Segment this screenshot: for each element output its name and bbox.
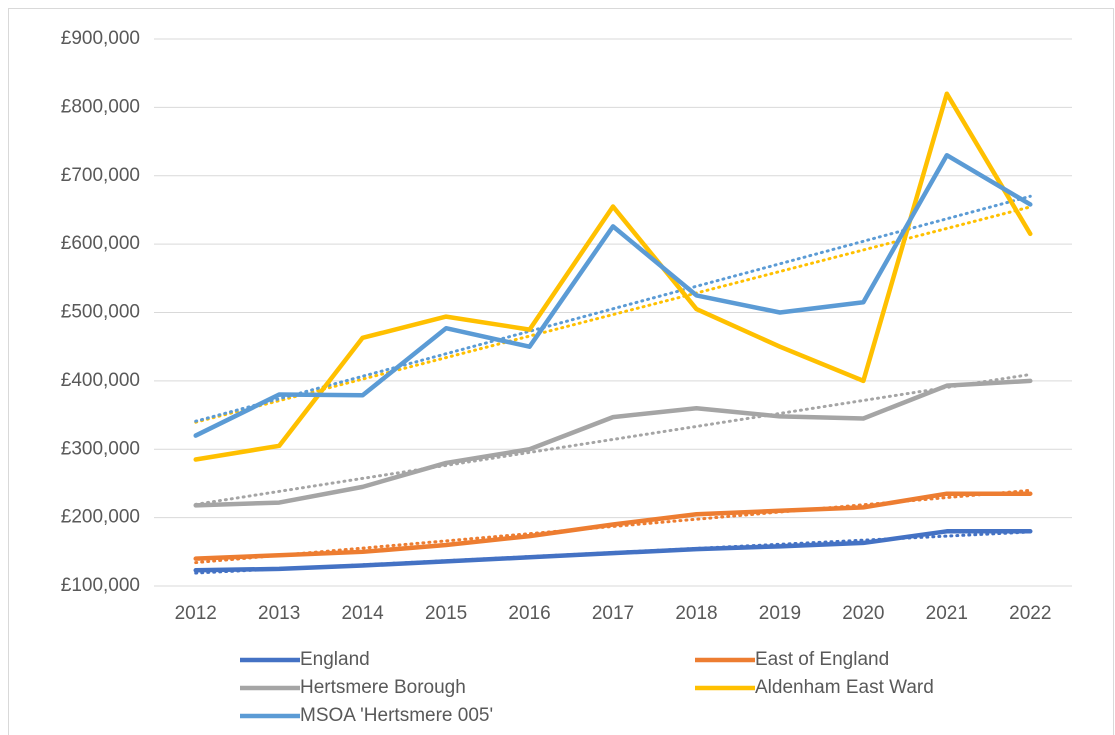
y-tick-label: £300,000 (61, 438, 140, 459)
x-tick-label: 2016 (508, 603, 550, 624)
x-tick-label: 2019 (759, 603, 801, 624)
legend-label: MSOA 'Hertsmere 005' (300, 705, 493, 726)
chart-border (8, 8, 1114, 735)
series-line (193, 378, 1033, 508)
x-tick-label: 2012 (175, 603, 217, 624)
x-tick-label: 2022 (1009, 603, 1051, 624)
legend-label: England (300, 649, 370, 670)
x-tick-label: 2014 (341, 603, 384, 624)
trendline (194, 205, 1032, 424)
y-tick-label: £700,000 (61, 165, 140, 186)
series-line (193, 91, 1033, 462)
y-tick-label: £500,000 (61, 302, 140, 323)
y-tick-label: £600,000 (61, 233, 140, 254)
series-line (193, 529, 1033, 573)
series-line (193, 491, 1033, 561)
y-tick-label: £800,000 (61, 96, 140, 117)
trendline (194, 194, 1032, 423)
x-tick-label: 2018 (675, 603, 717, 624)
y-tick-label: £200,000 (61, 507, 140, 528)
series-line (193, 152, 1033, 438)
legend-label: Hertsmere Borough (300, 677, 466, 698)
x-tick-label: 2021 (926, 603, 968, 624)
x-tick-label: 2020 (842, 603, 884, 624)
trendline (194, 372, 1032, 506)
x-tick-label: 2017 (592, 603, 634, 624)
x-tick-label: 2015 (425, 603, 467, 624)
legend-label: East of England (755, 649, 889, 670)
x-tick-label: 2013 (258, 603, 300, 624)
legend-label: Aldenham East Ward (755, 677, 934, 698)
y-tick-label: £100,000 (61, 575, 140, 596)
y-tick-label: £400,000 (61, 370, 140, 391)
y-tick-label: £900,000 (61, 28, 140, 49)
